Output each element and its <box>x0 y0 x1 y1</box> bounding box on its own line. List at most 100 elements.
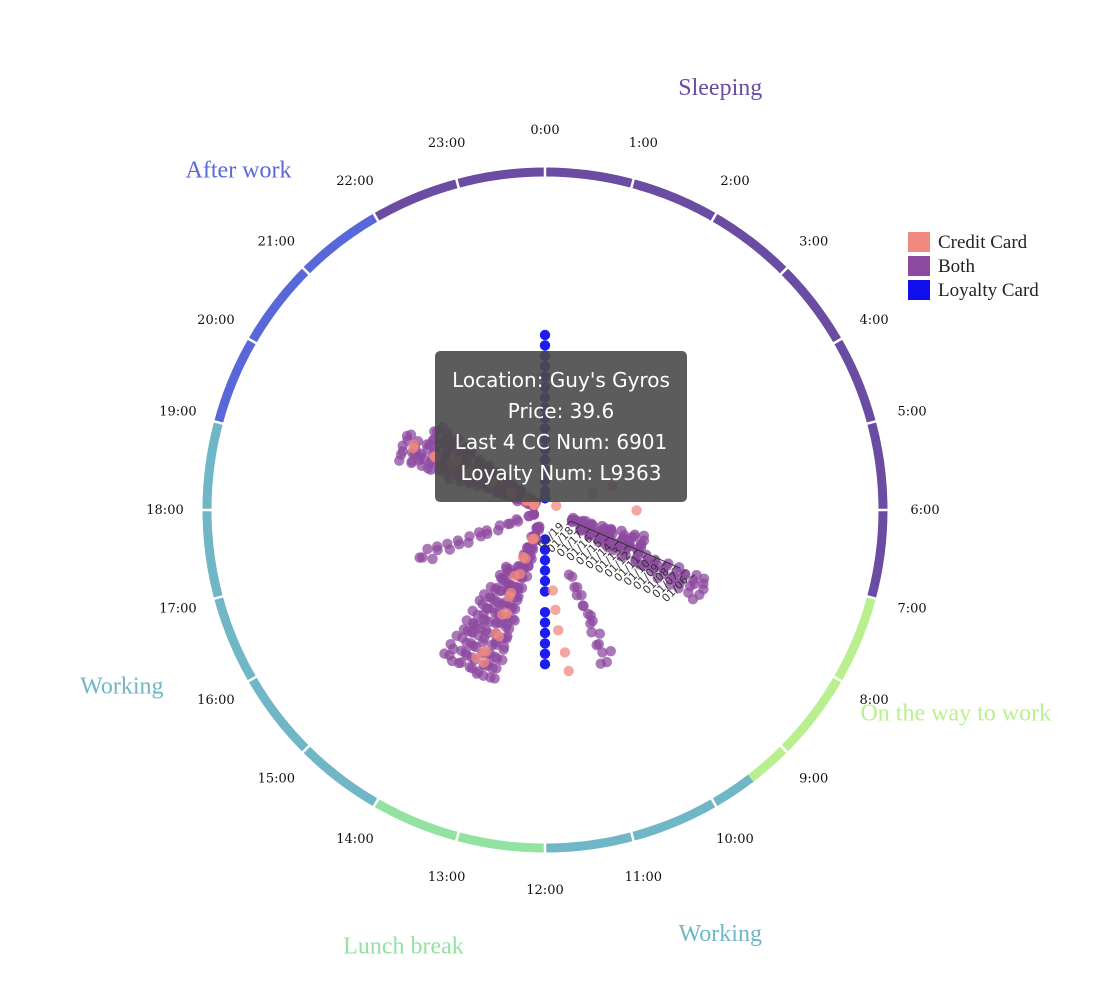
hour-tick <box>864 594 879 601</box>
data-point-both[interactable] <box>439 648 450 659</box>
data-point-both[interactable] <box>569 581 580 593</box>
data-point-both[interactable] <box>500 561 512 573</box>
data-point-credit-card[interactable] <box>553 625 564 636</box>
data-point-both[interactable] <box>432 541 443 552</box>
hour-label: 5:00 <box>897 405 926 420</box>
data-point-both[interactable] <box>461 615 472 626</box>
data-point-both[interactable] <box>585 618 596 629</box>
legend-swatch-loyalty-card[interactable] <box>908 280 930 300</box>
data-point-both[interactable] <box>498 641 510 653</box>
data-point-credit-card[interactable] <box>559 647 571 658</box>
data-point-both[interactable] <box>563 569 575 580</box>
data-point-credit-card[interactable] <box>550 604 561 616</box>
data-point-both[interactable] <box>478 589 490 600</box>
data-point-both[interactable] <box>417 552 428 563</box>
data-point-both[interactable] <box>586 627 597 638</box>
legend-label-loyalty-card[interactable]: Loyalty Card <box>938 280 1039 301</box>
data-point-credit-card[interactable] <box>505 587 517 599</box>
data-point-both[interactable] <box>494 520 506 531</box>
phase-arc-working <box>202 421 379 807</box>
data-point-both[interactable] <box>595 658 606 669</box>
data-point-both[interactable] <box>458 624 470 635</box>
data-point-both[interactable] <box>521 542 533 553</box>
data-point-loyalty-card[interactable] <box>539 638 551 649</box>
data-point-both[interactable] <box>577 600 589 611</box>
data-point-credit-card[interactable] <box>497 609 508 620</box>
data-point-credit-card[interactable] <box>509 570 520 582</box>
data-point-both[interactable] <box>467 605 478 617</box>
data-point-both[interactable] <box>616 551 627 562</box>
hour-tick <box>371 796 381 810</box>
data-point-credit-card[interactable] <box>478 657 490 668</box>
data-point-both[interactable] <box>451 630 462 641</box>
data-point-both[interactable] <box>594 628 606 639</box>
legend-swatch-both[interactable] <box>908 256 930 276</box>
phase-label-on-the-way-to-work: On the way to work <box>860 701 1051 727</box>
data-point-both[interactable] <box>602 542 613 553</box>
data-point-loyalty-card[interactable] <box>539 627 551 639</box>
data-point-both[interactable] <box>528 509 540 520</box>
data-point-loyalty-card[interactable] <box>539 659 551 670</box>
data-point-both[interactable] <box>422 543 433 555</box>
legend-label-both[interactable]: Both <box>938 256 975 277</box>
date-tick <box>585 528 591 534</box>
data-point-both[interactable] <box>591 639 602 651</box>
data-point-both[interactable] <box>683 587 694 598</box>
data-point-loyalty-card[interactable] <box>539 340 551 351</box>
data-point-both[interactable] <box>456 645 467 657</box>
data-point-both[interactable] <box>673 583 684 594</box>
data-point-loyalty-card[interactable] <box>539 607 551 618</box>
data-point-both[interactable] <box>445 639 456 650</box>
data-point-both[interactable] <box>585 610 596 621</box>
data-point-both[interactable] <box>615 538 626 549</box>
data-point-both[interactable] <box>605 646 616 657</box>
data-point-both[interactable] <box>466 662 478 674</box>
phase-label-working: Working <box>80 673 163 699</box>
hour-tick <box>864 419 879 426</box>
data-point-credit-card[interactable] <box>527 534 538 545</box>
data-point-loyalty-card[interactable] <box>539 586 551 597</box>
data-point-credit-card[interactable] <box>471 652 482 663</box>
data-point-both[interactable] <box>652 572 663 584</box>
hour-label: 15:00 <box>258 772 295 787</box>
data-point-credit-card[interactable] <box>517 551 529 563</box>
data-point-both[interactable] <box>452 535 464 546</box>
data-point-both[interactable] <box>633 545 645 557</box>
legend-swatch-credit-card[interactable] <box>908 232 930 252</box>
data-point-credit-card[interactable] <box>478 646 489 657</box>
data-point-both[interactable] <box>630 556 641 567</box>
data-point-credit-card[interactable] <box>631 505 642 516</box>
data-point-loyalty-card[interactable] <box>539 565 551 576</box>
data-point-both[interactable] <box>427 553 438 565</box>
data-point-both[interactable] <box>597 647 608 658</box>
data-point-both[interactable] <box>646 565 658 576</box>
phase-arc-working <box>544 774 754 853</box>
data-point-loyalty-card[interactable] <box>539 575 551 587</box>
data-point-both[interactable] <box>485 581 497 593</box>
data-point-both[interactable] <box>585 525 597 536</box>
legend-label-credit-card[interactable]: Credit Card <box>938 232 1028 253</box>
data-point-loyalty-card[interactable] <box>539 617 551 628</box>
data-point-loyalty-card[interactable] <box>539 648 551 659</box>
data-point-both[interactable] <box>487 639 498 651</box>
data-point-credit-card[interactable] <box>408 439 420 451</box>
hour-tick <box>831 336 845 346</box>
data-point-both[interactable] <box>442 538 453 550</box>
data-point-both[interactable] <box>464 531 475 542</box>
data-point-both[interactable] <box>531 522 542 534</box>
data-point-both[interactable] <box>665 579 676 590</box>
data-point-both[interactable] <box>481 525 492 536</box>
data-point-both[interactable] <box>494 569 506 581</box>
phase-label-working: Working <box>679 921 762 947</box>
data-point-loyalty-card[interactable] <box>539 534 551 545</box>
data-point-loyalty-card[interactable] <box>539 329 551 341</box>
data-point-loyalty-card[interactable] <box>539 544 551 555</box>
data-point-credit-card[interactable] <box>547 585 559 596</box>
data-point-both[interactable] <box>571 589 583 601</box>
data-point-both[interactable] <box>511 514 522 525</box>
data-point-credit-card[interactable] <box>490 628 501 639</box>
data-point-both[interactable] <box>405 429 417 440</box>
data-point-credit-card[interactable] <box>551 500 562 512</box>
data-point-loyalty-card[interactable] <box>539 555 551 566</box>
data-point-credit-card[interactable] <box>563 665 574 677</box>
